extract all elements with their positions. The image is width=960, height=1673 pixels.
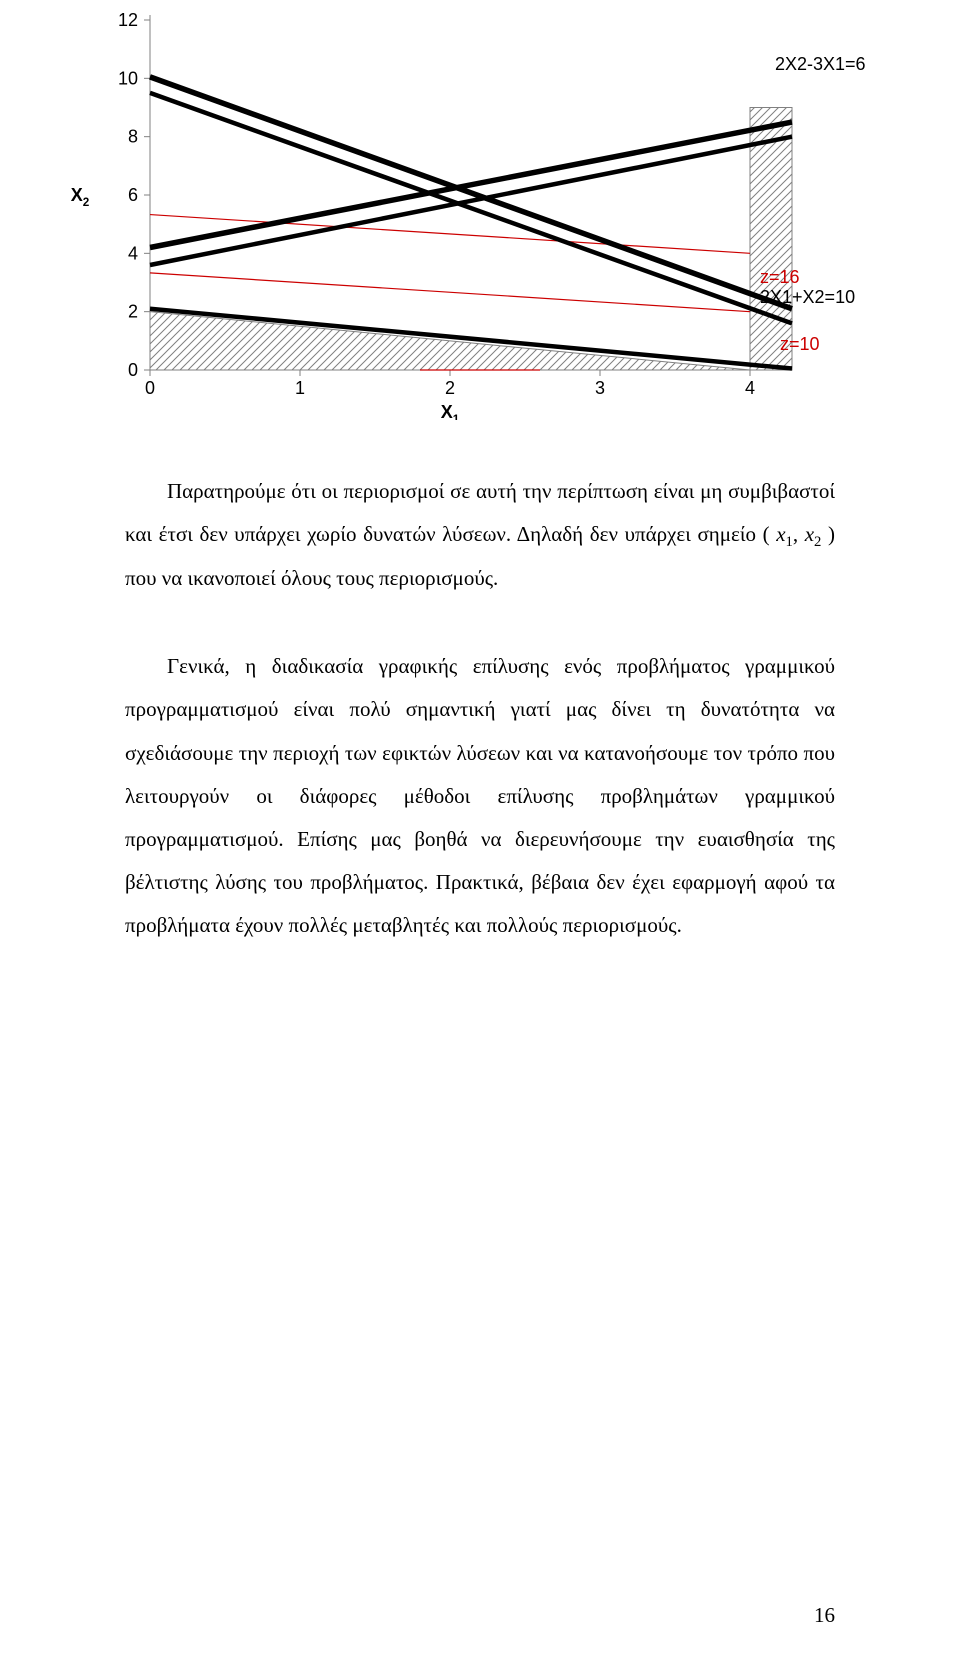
p1-s1: 1 — [786, 534, 793, 550]
svg-text:X1: X1 — [441, 402, 460, 420]
svg-text:6: 6 — [128, 185, 138, 205]
svg-text:X2: X2 — [71, 185, 90, 209]
p1-s2: 2 — [814, 534, 821, 550]
svg-text:3: 3 — [595, 378, 605, 398]
svg-text:4: 4 — [128, 243, 138, 263]
svg-text:8: 8 — [128, 127, 138, 147]
svg-text:0: 0 — [128, 360, 138, 380]
paragraph-1: Παρατηρούμε ότι οι περιορισμοί σε αυτή τ… — [125, 470, 835, 600]
body-text: Παρατηρούμε ότι οι περιορισμοί σε αυτή τ… — [125, 470, 835, 969]
svg-text:2: 2 — [128, 302, 138, 322]
svg-text:z=10: z=10 — [780, 334, 820, 354]
svg-text:1: 1 — [295, 378, 305, 398]
page-number: 16 — [814, 1603, 835, 1628]
svg-text:4: 4 — [745, 378, 755, 398]
svg-text:2X2-3X1=6: 2X2-3X1=6 — [775, 54, 866, 74]
constraint-chart: 02468101201234X1X22X2-3X1=6z=162X1+X2=10… — [30, 0, 910, 420]
svg-text:2X1+X2=10: 2X1+X2=10 — [760, 287, 855, 307]
svg-text:z=16: z=16 — [760, 267, 800, 287]
p1-x2: x — [805, 522, 814, 546]
svg-text:12: 12 — [118, 10, 138, 30]
p1-x1: x — [776, 522, 785, 546]
svg-text:0: 0 — [145, 378, 155, 398]
svg-text:2: 2 — [445, 378, 455, 398]
p1-a: Παρατηρούμε ότι οι περιορισμοί σε αυτή τ… — [125, 479, 835, 546]
svg-text:10: 10 — [118, 68, 138, 88]
chart-svg: 02468101201234X1X22X2-3X1=6z=162X1+X2=10… — [30, 0, 910, 420]
p1-comma: , — [793, 522, 798, 546]
paragraph-2: Γενικά, η διαδικασία γραφικής επίλυσης ε… — [125, 645, 835, 946]
